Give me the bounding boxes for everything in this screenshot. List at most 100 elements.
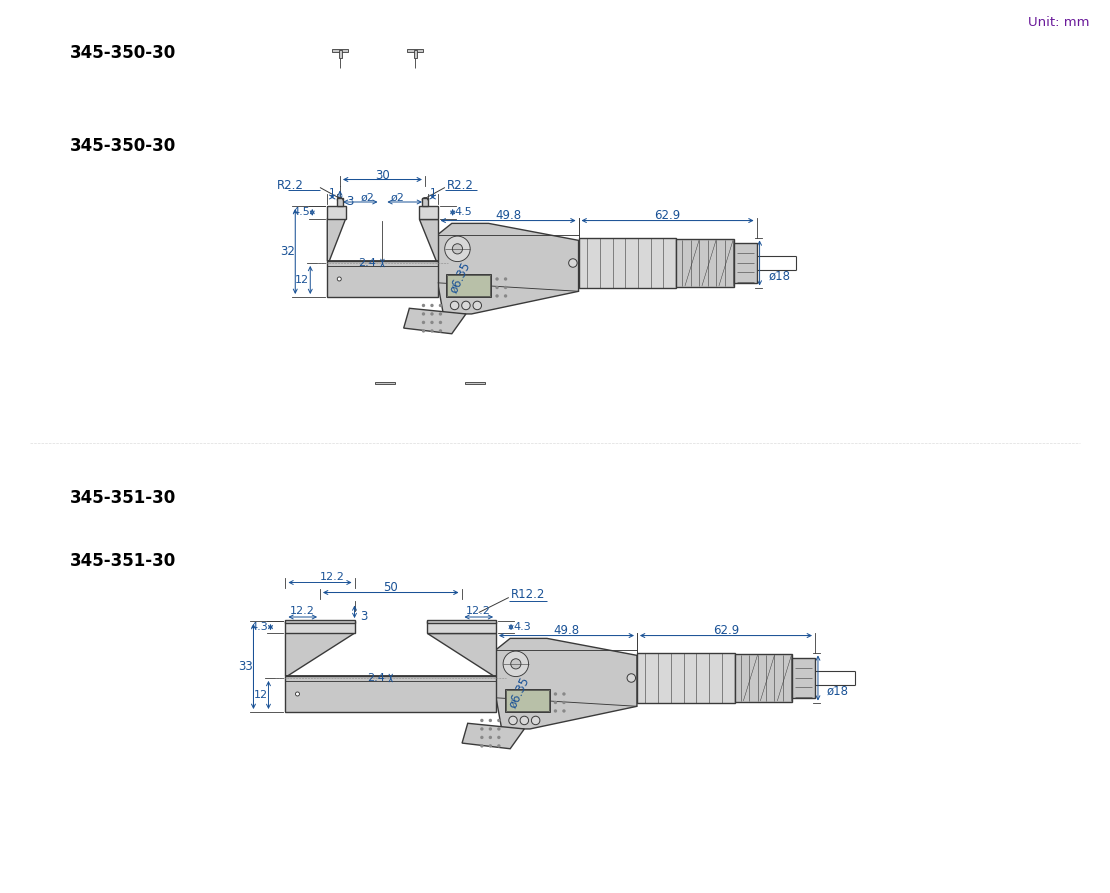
Bar: [407, 48, 423, 52]
Circle shape: [422, 304, 425, 307]
Circle shape: [563, 709, 566, 713]
Text: 4.3: 4.3: [251, 622, 269, 632]
Circle shape: [431, 304, 434, 307]
Circle shape: [504, 295, 507, 297]
Circle shape: [521, 716, 528, 725]
Circle shape: [511, 659, 521, 669]
Circle shape: [508, 716, 517, 725]
Text: 345-350-30: 345-350-30: [70, 137, 176, 155]
Circle shape: [473, 301, 482, 310]
Bar: [414, 50, 416, 58]
Text: 12.2: 12.2: [291, 606, 315, 616]
Circle shape: [488, 744, 492, 747]
Text: 2.4: 2.4: [359, 258, 376, 268]
Bar: [578, 238, 676, 288]
Text: R2.2: R2.2: [447, 179, 474, 192]
Circle shape: [554, 692, 557, 696]
Circle shape: [495, 286, 498, 289]
Circle shape: [497, 719, 501, 722]
Bar: [427, 620, 496, 622]
Polygon shape: [496, 638, 637, 729]
Text: 49.8: 49.8: [554, 624, 579, 637]
Circle shape: [295, 692, 300, 696]
Polygon shape: [327, 206, 345, 219]
Circle shape: [532, 716, 539, 725]
Text: 49.8: 49.8: [495, 209, 522, 222]
Bar: [337, 197, 343, 206]
Text: R2.2: R2.2: [278, 179, 304, 192]
Circle shape: [627, 673, 636, 682]
Bar: [339, 50, 342, 58]
Text: 62.9: 62.9: [713, 624, 739, 637]
Circle shape: [438, 313, 442, 315]
Text: 4.3: 4.3: [513, 622, 531, 632]
Circle shape: [488, 727, 492, 730]
Polygon shape: [404, 308, 466, 334]
Circle shape: [422, 313, 425, 315]
Bar: [285, 676, 496, 712]
Text: ø18: ø18: [827, 684, 849, 697]
Text: 33: 33: [239, 660, 253, 673]
Bar: [422, 197, 427, 206]
Circle shape: [431, 321, 434, 324]
Text: 4.5: 4.5: [455, 207, 473, 217]
Circle shape: [337, 277, 341, 281]
Text: ø6.35: ø6.35: [447, 259, 473, 295]
Bar: [447, 275, 491, 296]
Bar: [793, 657, 815, 698]
Circle shape: [445, 236, 471, 262]
Circle shape: [462, 301, 471, 310]
Text: ø2: ø2: [391, 193, 404, 203]
Text: 62.9: 62.9: [655, 209, 680, 222]
Bar: [375, 382, 395, 384]
Circle shape: [497, 727, 501, 730]
Text: 3: 3: [346, 196, 353, 208]
Circle shape: [554, 701, 557, 705]
Text: 12.2: 12.2: [320, 572, 345, 581]
Circle shape: [563, 701, 566, 705]
Bar: [327, 261, 437, 297]
Bar: [465, 382, 485, 384]
Text: ø6.35: ø6.35: [506, 674, 532, 710]
Circle shape: [438, 304, 442, 307]
Circle shape: [422, 330, 425, 332]
Circle shape: [568, 259, 577, 267]
Circle shape: [488, 719, 492, 722]
Text: 12: 12: [253, 690, 268, 700]
Circle shape: [481, 744, 484, 747]
Circle shape: [481, 727, 484, 730]
Text: 345-351-30: 345-351-30: [70, 552, 176, 570]
Circle shape: [431, 330, 434, 332]
Bar: [446, 274, 492, 297]
Circle shape: [422, 321, 425, 324]
Text: 3: 3: [361, 610, 367, 623]
Text: 50: 50: [383, 581, 398, 594]
Circle shape: [503, 651, 528, 677]
Circle shape: [488, 736, 492, 739]
Circle shape: [495, 295, 498, 297]
Circle shape: [495, 278, 498, 280]
Bar: [505, 689, 549, 712]
Polygon shape: [420, 206, 437, 219]
Circle shape: [481, 736, 484, 739]
Text: 345-350-30: 345-350-30: [70, 44, 176, 62]
Text: 30: 30: [375, 169, 390, 182]
Text: 32: 32: [280, 245, 294, 258]
Circle shape: [497, 736, 501, 739]
Circle shape: [451, 301, 458, 310]
Text: 1: 1: [430, 188, 436, 198]
Bar: [332, 48, 349, 52]
Circle shape: [554, 709, 557, 713]
Polygon shape: [462, 723, 524, 748]
Polygon shape: [427, 633, 496, 676]
Bar: [735, 654, 793, 702]
Circle shape: [453, 244, 463, 254]
Polygon shape: [420, 219, 437, 261]
Circle shape: [504, 278, 507, 280]
Circle shape: [438, 321, 442, 324]
Polygon shape: [427, 621, 496, 633]
Circle shape: [563, 692, 566, 696]
Bar: [676, 238, 734, 288]
Circle shape: [431, 313, 434, 315]
Text: ø18: ø18: [768, 269, 790, 282]
